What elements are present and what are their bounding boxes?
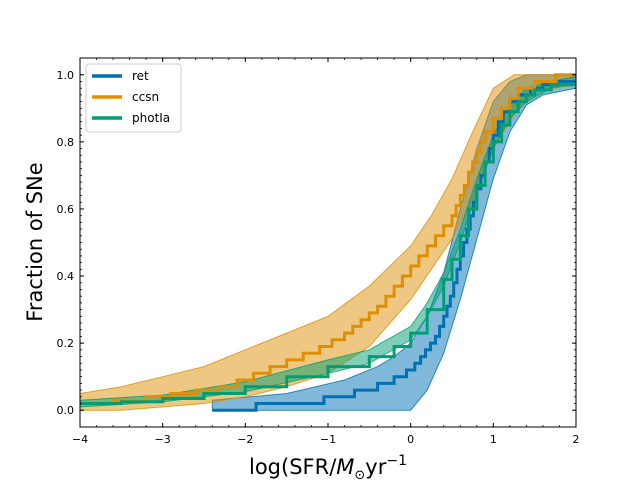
legend-label-photIa: photIa xyxy=(132,111,170,125)
legend-frame xyxy=(85,63,182,133)
x-tick-label: −1 xyxy=(320,433,336,446)
series-lines xyxy=(80,73,576,412)
x-axis-ticks: −4 −3 −2 −1 0 1 2 xyxy=(72,58,580,446)
y-axis-label: Fraction of SNe xyxy=(23,162,47,321)
x-tick-label: −2 xyxy=(237,433,253,446)
band-ccsn xyxy=(80,74,576,411)
y-tick-label: 0.2 xyxy=(57,337,75,350)
legend-label-ret: ret xyxy=(132,69,149,83)
y-tick-label: 0.8 xyxy=(57,136,75,149)
y-tick-label: 1.0 xyxy=(57,69,75,82)
x-axis-label: log(SFR/M⊙yr−1 xyxy=(249,453,407,480)
legend-label-ccsn: ccsn xyxy=(132,90,159,104)
legend: ret ccsn photIa xyxy=(85,63,182,133)
x-tick-label: 0 xyxy=(407,433,414,446)
x-tick-label: 2 xyxy=(573,433,580,446)
series-line-photIa xyxy=(80,79,576,405)
y-axis-ticks: 0.0 0.2 0.4 0.6 0.8 1.0 xyxy=(57,69,576,417)
series-line-ccsn xyxy=(80,73,576,405)
x-tick-label: 1 xyxy=(490,433,497,446)
series-line-ret xyxy=(212,80,576,412)
x-tick-label: −4 xyxy=(72,433,88,446)
y-tick-label: 0.6 xyxy=(57,203,75,216)
y-tick-label: 0.4 xyxy=(57,270,75,283)
x-tick-label: −3 xyxy=(155,433,171,446)
y-tick-label: 0.0 xyxy=(57,404,75,417)
